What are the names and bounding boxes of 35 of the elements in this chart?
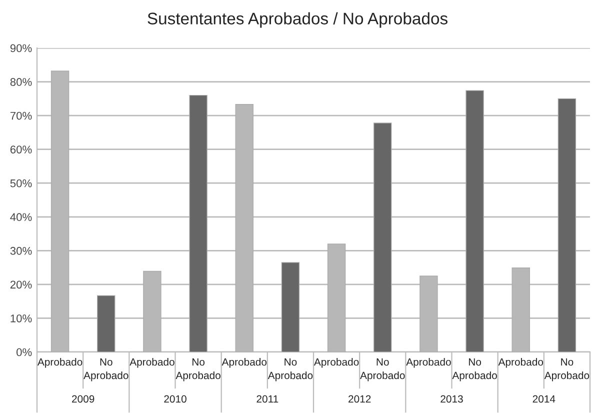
text: No Aprobado <box>268 358 313 382</box>
x-tick-label: 2011 <box>256 395 278 403</box>
y-tick-label: 80% <box>10 78 32 86</box>
bar <box>97 295 116 352</box>
text: Aprobado <box>222 358 267 368</box>
y-tick-label: 90% <box>10 44 32 52</box>
y-tick-label: 50% <box>10 179 32 188</box>
x-tick-label: 2010 <box>164 395 186 403</box>
y-tick-label: 10% <box>10 314 32 322</box>
text: Aprobado <box>498 358 544 368</box>
y-tick-label: 30% <box>10 246 32 255</box>
y-tick-label: 0% <box>16 348 32 356</box>
chart-title: Sustentantes Aprobados / No Aprobados <box>148 12 448 28</box>
y-tick-label: 40% <box>10 213 32 222</box>
bar <box>281 262 300 352</box>
x-tick-label: 2009 <box>72 395 94 403</box>
y-tick-label: 60% <box>10 146 32 154</box>
y-tick-label: 20% <box>10 280 32 289</box>
bar <box>189 94 208 352</box>
x-tick-label: 2012 <box>348 395 371 403</box>
series-label: Aprobado <box>37 358 82 368</box>
y-tick-label: 70% <box>10 112 32 120</box>
bar <box>374 122 392 352</box>
x-tick-label: 2014 <box>532 395 556 403</box>
text: Aprobado <box>314 358 359 368</box>
series-label: No Aprobado <box>176 358 220 382</box>
bar <box>466 90 484 352</box>
x-tick-label: 2013 <box>440 395 463 403</box>
text: No Aprobado <box>544 358 590 382</box>
text: No Aprobado <box>452 358 497 382</box>
text: No Aprobado <box>84 358 128 382</box>
text: Aprobado <box>406 358 451 368</box>
bar <box>558 98 576 352</box>
text: No Aprobado <box>360 358 405 382</box>
text: Aprobado <box>130 358 174 368</box>
